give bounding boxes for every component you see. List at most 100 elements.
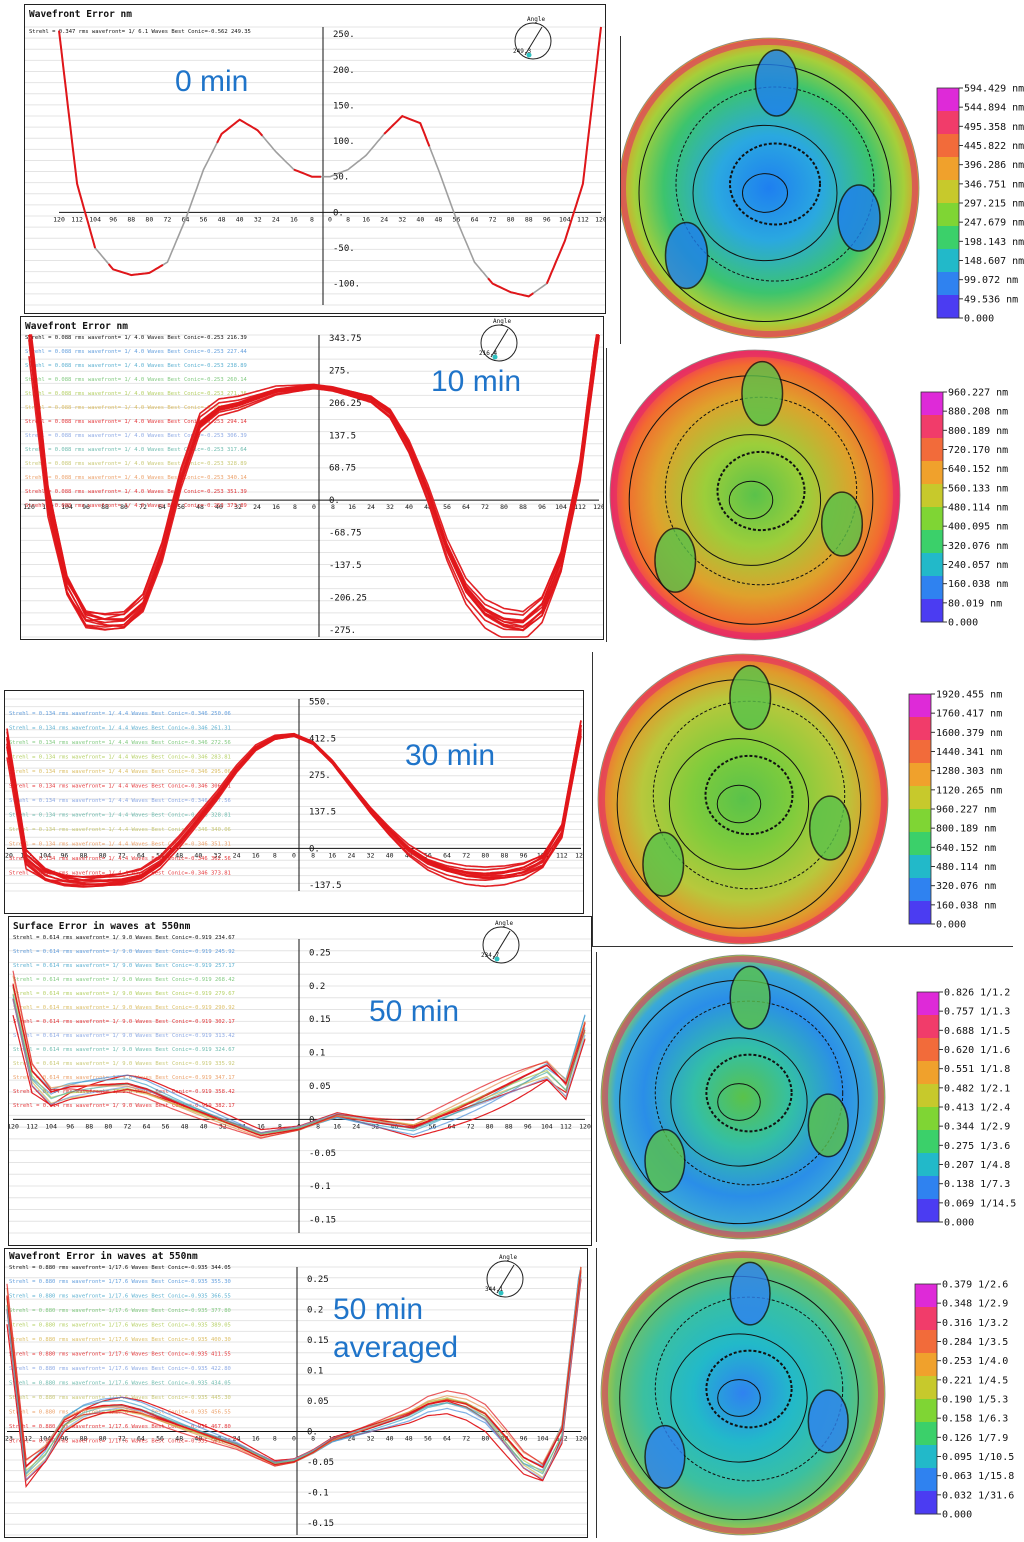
wavefront-curve (58, 26, 602, 298)
surface-rim (599, 655, 887, 943)
x-tick-label: 64 (443, 1434, 451, 1442)
color-scale-band (921, 392, 943, 416)
x-tick-label: 112 (26, 1122, 38, 1130)
color-scale-label: 0.000 (964, 314, 994, 325)
contour-line (742, 173, 788, 213)
wavefront-curve-highlight (216, 118, 264, 144)
surface-lobe (642, 831, 685, 897)
x-tick-label: 32 (398, 215, 406, 223)
color-scale-band (937, 157, 959, 181)
surface-rim (602, 1252, 884, 1534)
angle-indicator-icon: Angle 216.4 (479, 318, 518, 362)
stats-line: Strehl = 0.347 rms wavefront= 1/ 6.1 Wav… (29, 29, 251, 35)
x-tick-label: 32 (367, 851, 375, 859)
stats-line: Strehl = 0.088 rms wavefront= 1/ 4.0 Wav… (25, 475, 248, 481)
x-tick-label: 32 (214, 851, 222, 859)
curves (28, 334, 600, 638)
stats-line: Strehl = 0.134 rms wavefront= 1/ 4.4 Wav… (9, 711, 231, 717)
y-tick-label: 0.05 (307, 1397, 329, 1407)
surface-rim (602, 956, 884, 1238)
x-tick-label: 112 (71, 215, 83, 223)
x-tick-label: 112 (556, 851, 568, 859)
color-scale-band (921, 507, 943, 531)
wavefront-panel-50-avg: 0.25 0.2 0.15 0.1 0.05 0. -0.05 -0.1 -0.15 123 112… (1, 1248, 588, 1538)
x-tick-label: 96 (66, 1122, 74, 1130)
surface-outline (609, 349, 901, 641)
x-tick-label: 80 (120, 503, 128, 511)
color-scale-band (937, 180, 959, 204)
x-tick-label: 40 (386, 1434, 394, 1442)
stats-line: Strehl = 0.880 rms wavefront= 1/17.6 Wav… (9, 1424, 231, 1430)
color-scale: 960.227 nm 880.208 nm 800.189 nm 720.170 nm… (920, 388, 1008, 629)
x-tick-label: 56 (429, 1122, 437, 1130)
color-scale-label: 0.158 1/6.3 (942, 1414, 1008, 1425)
color-scale-band (915, 1491, 937, 1515)
x-tick-label: 104 (39, 851, 51, 859)
angle-circle (486, 1260, 524, 1298)
color-scale-label: 560.133 nm (948, 483, 1008, 494)
x-tick-label: 96 (538, 503, 546, 511)
stats-line: Strehl = 0.614 rms wavefront= 1/ 9.0 Wav… (13, 991, 235, 997)
y-tick-label: -68.75 (329, 529, 362, 539)
color-scale-label: 1760.417 nm (936, 709, 1002, 720)
angle-value: 234.7 (481, 952, 499, 959)
y-tick-labels: 0.25 0.2 0.15 0.1 0.05 0. -0.05 -0.1 -0.15 (307, 1275, 334, 1529)
curves (6, 720, 582, 888)
contour-line (704, 754, 794, 836)
color-scale-label: 297.215 nm (964, 199, 1024, 210)
x-tick-label: 104 (541, 1122, 553, 1130)
x-tick-label: 24 (367, 503, 375, 511)
stats-line: Strehl = 0.088 rms wavefront= 1/ 4.0 Wav… (25, 433, 247, 439)
x-tick-label: 96 (109, 215, 117, 223)
color-scale-band (921, 461, 943, 485)
stats-line: Strehl = 0.880 rms wavefront= 1/17.6 Wav… (9, 1308, 231, 1314)
x-tick-label: 64 (471, 215, 479, 223)
x-tick-label: 40 (405, 503, 413, 511)
surface-map-panel-50: 0.826 1/1.2 0.757 1/1.3 0.688 1/1.5 0.620 1… (596, 952, 1024, 1242)
y-tick-labels: 343.75 275. 206.25 137.5 68.75 0. -68.75 -137.5… (329, 334, 367, 636)
x-tick-label: 48 (175, 1434, 183, 1442)
stats-line: Strehl = 0.880 rms wavefront= 1/17.6 Wav… (9, 1265, 231, 1271)
x-tick-label: 104 (559, 215, 571, 223)
x-tick-label: 96 (543, 215, 551, 223)
color-scale-label: 0.032 1/31.6 (942, 1490, 1014, 1501)
stats-line: Strehl = 0.134 rms wavefront= 1/ 4.4 Wav… (9, 798, 231, 804)
x-tick-label: 88 (127, 215, 135, 223)
color-scale-label: 800.189 nm (936, 824, 996, 835)
x-tick-label: 0 (328, 215, 332, 223)
angle-dot (498, 1290, 504, 1296)
surface-lobe (820, 491, 864, 557)
x-tick-label: 88 (85, 1122, 93, 1130)
grid-lines (21, 334, 603, 638)
x-tick-label: 24 (253, 503, 261, 511)
x-tick-label: 64 (137, 851, 145, 859)
color-scale-label: 0.138 1/7.3 (944, 1179, 1010, 1190)
contour-line (728, 480, 774, 520)
x-tick-label: 64 (443, 851, 451, 859)
stats-line: Strehl = 0.088 rms wavefront= 1/ 4.0 Wav… (25, 363, 247, 369)
color-scale-band (909, 855, 931, 879)
color-scale-band (921, 484, 943, 508)
x-tick-label: 120 (53, 215, 65, 223)
x-tick-label: 40 (194, 851, 202, 859)
color-scale-band (909, 717, 931, 741)
color-scale-label: 480.114 nm (936, 862, 996, 873)
x-tick-label: 72 (489, 215, 497, 223)
x-tick-label: 24 (233, 851, 241, 859)
color-scale-label: 0.275 1/3.6 (944, 1141, 1010, 1152)
color-scale-label: 0.000 (942, 1510, 972, 1521)
angle-indicator-icon: Angle 249.3 (513, 16, 552, 60)
stats-line: Strehl = 0.134 rms wavefront= 1/ 4.4 Wav… (9, 856, 231, 862)
color-scale-band (937, 226, 959, 250)
color-scale-label: 400.095 nm (948, 522, 1008, 533)
x-tick-label: 120 (9, 1122, 19, 1130)
x-tick-label: 8 (311, 1434, 315, 1442)
color-scale-band (915, 1376, 937, 1400)
wavefront-curve-highlight (293, 168, 321, 178)
x-tick-label: 16 (272, 503, 280, 511)
x-tick-label: 96 (520, 851, 528, 859)
grid-lines (25, 26, 605, 306)
x-tick-label: 40 (390, 1122, 398, 1130)
angle-dot (494, 956, 500, 962)
